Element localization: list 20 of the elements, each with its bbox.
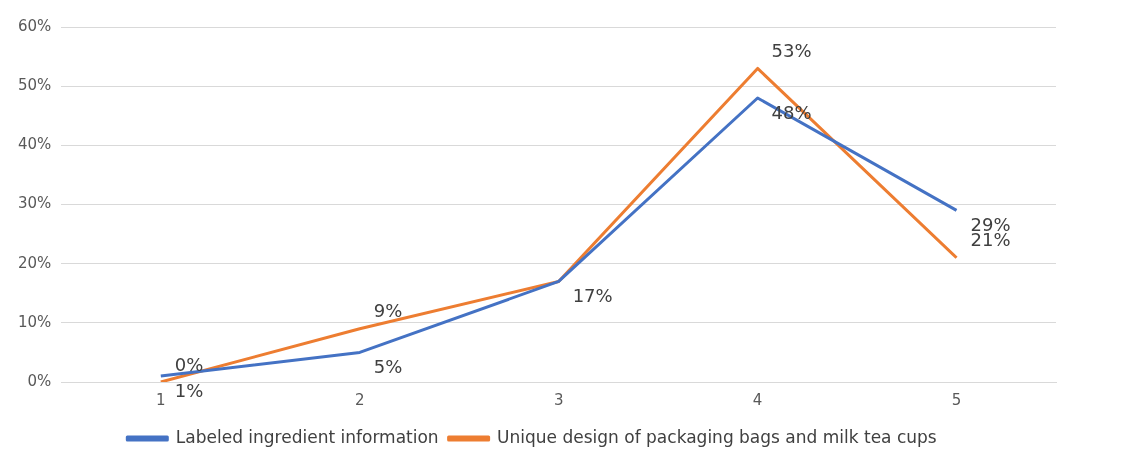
y-tick-label: 10% [18, 312, 52, 331]
x-tick-label: 5 [951, 390, 962, 409]
y-tick-label: 0% [27, 371, 52, 390]
data-label: 9% [373, 300, 403, 322]
y-tick-label: 60% [18, 16, 52, 35]
y-tick-label: 50% [18, 76, 52, 95]
data-label: 5% [373, 356, 403, 378]
legend-label: Unique design of packaging bags and milk tea cups [497, 426, 937, 447]
data-label: 17% [572, 285, 613, 307]
data-label: 53% [771, 40, 812, 62]
y-tick-label: 30% [18, 194, 52, 213]
x-tick-label: 2 [354, 390, 365, 409]
data-label: 1% [174, 379, 204, 401]
y-tick-label: 20% [18, 253, 52, 272]
x-tick-label: 4 [752, 390, 763, 409]
data-label: 0% [174, 353, 204, 375]
legend-label: Labeled ingredient information [175, 426, 439, 447]
x-tick-label: 1 [156, 390, 166, 409]
x-tick-label: 3 [553, 390, 564, 409]
y-tick-label: 40% [18, 135, 52, 154]
